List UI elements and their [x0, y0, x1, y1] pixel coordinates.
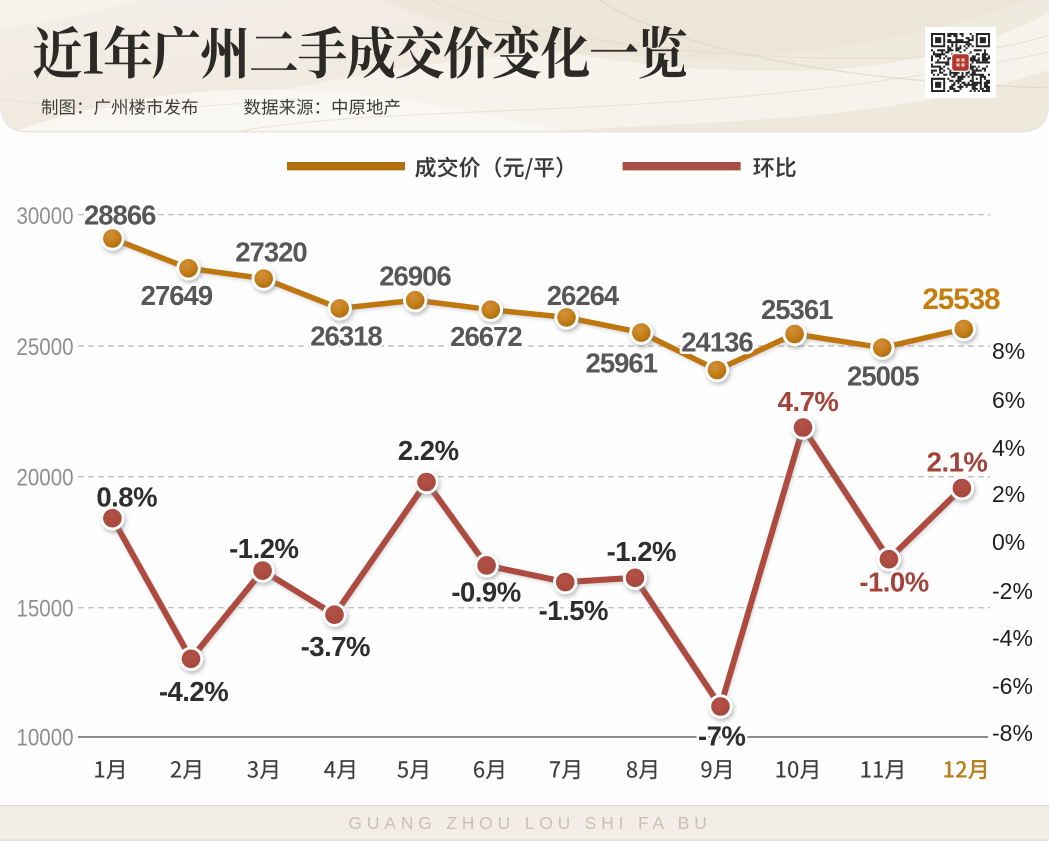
svg-text:26264: 26264 [547, 280, 620, 311]
svg-text:2%: 2% [992, 481, 1025, 507]
svg-text:-3.7%: -3.7% [301, 631, 370, 662]
svg-text:25538: 25538 [922, 283, 1000, 316]
svg-text:-1.2%: -1.2% [607, 536, 676, 567]
svg-text:26906: 26906 [379, 261, 451, 292]
svg-text:4%: 4% [992, 435, 1025, 461]
svg-text:25005: 25005 [847, 360, 919, 391]
svg-text:-4%: -4% [992, 625, 1033, 651]
svg-text:2.2%: 2.2% [398, 435, 459, 466]
svg-text:2.1%: 2.1% [927, 447, 988, 478]
svg-text:4.7%: 4.7% [778, 386, 839, 417]
svg-text:20000: 20000 [17, 465, 74, 492]
svg-text:0%: 0% [992, 529, 1025, 555]
svg-text:15000: 15000 [17, 596, 74, 623]
svg-text:-6%: -6% [992, 673, 1033, 699]
svg-text:24136: 24136 [681, 327, 753, 358]
svg-text:-4.2%: -4.2% [159, 676, 228, 707]
svg-text:27649: 27649 [141, 280, 213, 311]
svg-text:25000: 25000 [17, 334, 74, 361]
svg-text:0.8%: 0.8% [96, 482, 157, 513]
svg-text:27320: 27320 [235, 237, 307, 268]
svg-text:-0.9%: -0.9% [451, 576, 520, 607]
svg-text:26318: 26318 [310, 321, 382, 352]
svg-text:-1.0%: -1.0% [859, 566, 928, 597]
svg-text:-8%: -8% [992, 720, 1033, 746]
svg-text:28866: 28866 [84, 200, 156, 231]
svg-text:-2%: -2% [992, 578, 1033, 604]
svg-text:8%: 8% [992, 338, 1025, 364]
svg-text:-1.2%: -1.2% [229, 533, 298, 564]
svg-text:26672: 26672 [450, 321, 522, 352]
svg-text:10000: 10000 [17, 725, 74, 752]
svg-text:25361: 25361 [761, 294, 833, 325]
svg-text:-7%: -7% [698, 720, 745, 751]
svg-text:-1.5%: -1.5% [539, 595, 608, 626]
svg-text:30000: 30000 [17, 203, 74, 230]
svg-text:6%: 6% [992, 387, 1025, 413]
svg-text:25961: 25961 [586, 348, 658, 379]
svg-text:GUANG ZHOU LOU SHI FA BU: GUANG ZHOU LOU SHI FA BU [348, 813, 711, 833]
